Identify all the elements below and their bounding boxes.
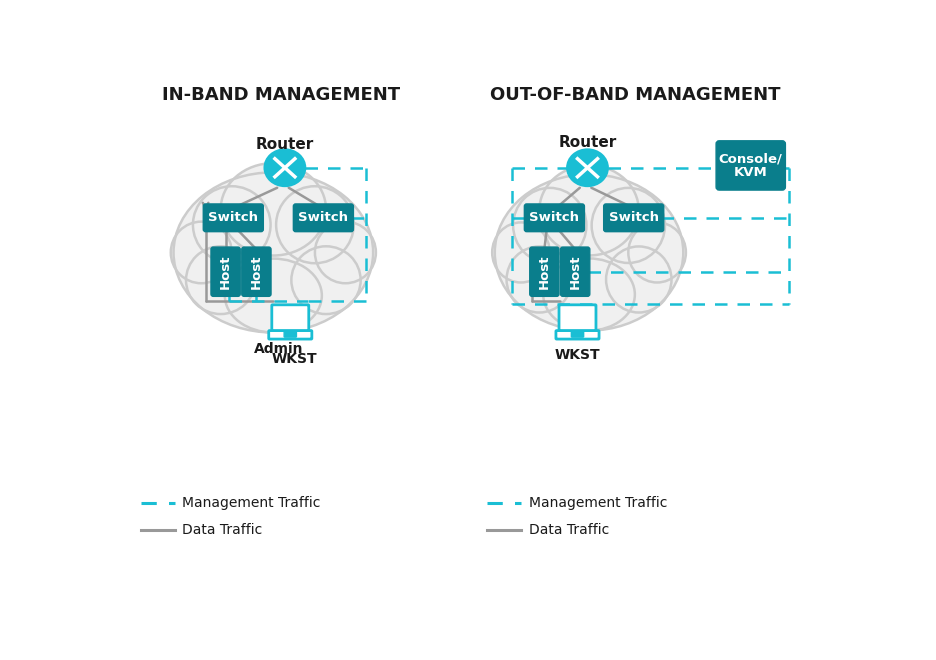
FancyBboxPatch shape bbox=[241, 247, 271, 296]
Ellipse shape bbox=[543, 259, 635, 331]
Text: Host: Host bbox=[250, 255, 263, 289]
Text: WKST: WKST bbox=[555, 348, 600, 362]
Ellipse shape bbox=[539, 166, 638, 255]
FancyBboxPatch shape bbox=[559, 305, 596, 331]
Ellipse shape bbox=[592, 188, 665, 263]
Ellipse shape bbox=[492, 222, 549, 282]
FancyBboxPatch shape bbox=[285, 331, 297, 337]
Text: Data Traffic: Data Traffic bbox=[183, 523, 263, 537]
FancyBboxPatch shape bbox=[203, 204, 263, 232]
Text: Host: Host bbox=[219, 255, 232, 289]
FancyBboxPatch shape bbox=[604, 204, 664, 232]
FancyBboxPatch shape bbox=[524, 204, 584, 232]
FancyBboxPatch shape bbox=[271, 305, 309, 331]
Text: Switch: Switch bbox=[209, 211, 258, 224]
FancyBboxPatch shape bbox=[530, 247, 559, 296]
Ellipse shape bbox=[606, 246, 671, 313]
FancyBboxPatch shape bbox=[571, 331, 584, 337]
Text: Host: Host bbox=[538, 255, 551, 289]
FancyBboxPatch shape bbox=[561, 247, 590, 296]
Ellipse shape bbox=[506, 246, 572, 313]
Ellipse shape bbox=[495, 174, 683, 331]
Ellipse shape bbox=[225, 259, 322, 333]
Text: Management Traffic: Management Traffic bbox=[529, 496, 667, 510]
Text: Switch: Switch bbox=[299, 211, 348, 224]
FancyBboxPatch shape bbox=[269, 331, 312, 339]
Text: Console/: Console/ bbox=[719, 152, 782, 165]
FancyBboxPatch shape bbox=[556, 331, 599, 339]
Ellipse shape bbox=[221, 163, 326, 255]
Ellipse shape bbox=[513, 188, 587, 263]
Ellipse shape bbox=[193, 186, 271, 263]
Text: Switch: Switch bbox=[608, 211, 659, 224]
Text: Switch: Switch bbox=[530, 211, 579, 224]
Ellipse shape bbox=[567, 150, 607, 185]
FancyBboxPatch shape bbox=[211, 247, 241, 296]
Ellipse shape bbox=[186, 246, 256, 314]
Text: Host: Host bbox=[569, 255, 581, 289]
Ellipse shape bbox=[628, 222, 686, 282]
Text: OUT-OF-BAND MANAGEMENT: OUT-OF-BAND MANAGEMENT bbox=[490, 86, 781, 104]
Text: KVM: KVM bbox=[734, 166, 768, 179]
Text: Admin: Admin bbox=[254, 342, 303, 356]
Text: WKST: WKST bbox=[271, 352, 317, 366]
Text: IN-BAND MANAGEMENT: IN-BAND MANAGEMENT bbox=[162, 86, 400, 104]
Ellipse shape bbox=[276, 186, 354, 263]
Ellipse shape bbox=[173, 172, 373, 333]
Text: Data Traffic: Data Traffic bbox=[529, 523, 609, 537]
Ellipse shape bbox=[170, 222, 232, 283]
Ellipse shape bbox=[265, 150, 305, 185]
Text: Router: Router bbox=[256, 137, 314, 152]
FancyBboxPatch shape bbox=[716, 141, 785, 190]
Text: Router: Router bbox=[559, 135, 617, 150]
FancyBboxPatch shape bbox=[293, 204, 354, 232]
Ellipse shape bbox=[291, 246, 360, 314]
Text: Management Traffic: Management Traffic bbox=[183, 496, 321, 510]
Ellipse shape bbox=[314, 222, 376, 283]
